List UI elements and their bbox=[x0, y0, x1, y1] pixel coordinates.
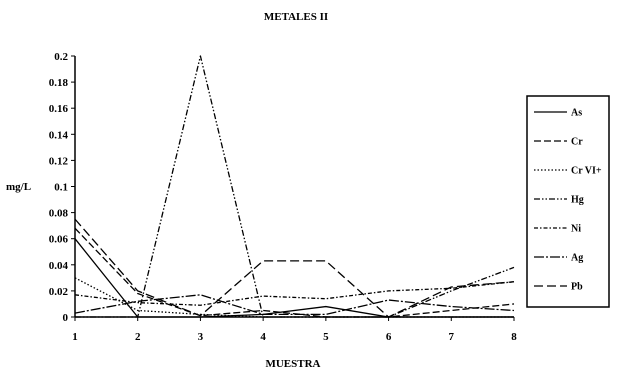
series-line-cr bbox=[74, 227, 515, 318]
x-tick-label: 5 bbox=[323, 331, 329, 343]
legend-label: Pb bbox=[571, 282, 583, 293]
y-tick-label: 0.2 bbox=[54, 51, 68, 63]
x-tick-label: 4 bbox=[260, 331, 266, 343]
chart-title: METALES II bbox=[264, 11, 328, 23]
legend-label: Cr bbox=[571, 137, 583, 148]
series-layer bbox=[74, 55, 515, 318]
y-tick-label: 0.02 bbox=[49, 286, 69, 298]
y-tick-label: 0.18 bbox=[49, 77, 69, 89]
legend-box bbox=[526, 95, 610, 308]
series-line-ni bbox=[74, 281, 515, 306]
y-tick-label: 0.06 bbox=[49, 234, 69, 246]
x-tick-label: 1 bbox=[72, 331, 78, 343]
x-axis-label: MUESTRA bbox=[265, 358, 320, 370]
series-line-ag bbox=[74, 294, 515, 316]
y-tick-label: 0.1 bbox=[54, 182, 68, 194]
legend-label: Cr VI+ bbox=[571, 166, 602, 177]
x-tick-label: 6 bbox=[386, 331, 392, 343]
y-tick-label: 0 bbox=[63, 312, 69, 324]
legend-label: Ag bbox=[571, 253, 583, 264]
series-line-pb bbox=[74, 218, 515, 318]
y-tick-label: 0.16 bbox=[49, 103, 69, 115]
legend-label: As bbox=[571, 108, 582, 119]
x-tick-label: 7 bbox=[449, 331, 455, 343]
legend-label: Hg bbox=[571, 195, 584, 206]
x-tick-label: 2 bbox=[135, 331, 141, 343]
series-line-hg bbox=[75, 55, 515, 318]
y-axis-label: mg/L bbox=[6, 181, 31, 193]
legend-label: Ni bbox=[571, 224, 581, 235]
axes: 0 0.02 0.04 0.06 0.08 0.1 0.12 0.14 0.16 0.18 0.2 1… bbox=[49, 51, 518, 343]
legend: As Cr Cr VI+ Hg Ni Ag Pb bbox=[526, 95, 610, 308]
series-line-as bbox=[74, 238, 514, 318]
y-tick-label: 0.04 bbox=[49, 260, 69, 272]
y-tick-label: 0.14 bbox=[49, 129, 69, 141]
y-tick-label: 0.12 bbox=[49, 155, 69, 167]
y-tick-label: 0.08 bbox=[49, 208, 69, 220]
x-tick-label: 8 bbox=[511, 331, 517, 343]
x-tick-label: 3 bbox=[198, 331, 204, 343]
